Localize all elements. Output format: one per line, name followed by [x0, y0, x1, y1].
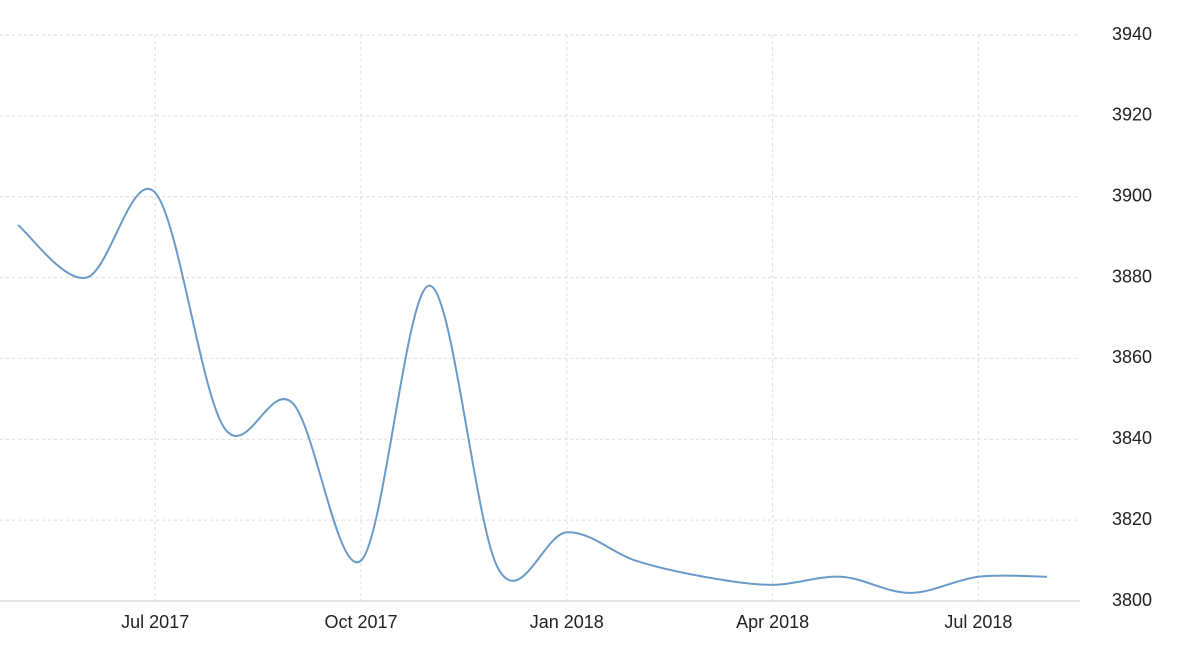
y-tick-label: 3800 — [1112, 590, 1152, 610]
x-tick-label: Jan 2018 — [530, 612, 604, 632]
y-tick-label: 3940 — [1112, 24, 1152, 44]
x-tick-label: Apr 2018 — [736, 612, 809, 632]
x-tick-label: Jul 2017 — [121, 612, 189, 632]
y-tick-label: 3840 — [1112, 428, 1152, 448]
x-tick-label: Jul 2018 — [944, 612, 1012, 632]
data-line — [17, 188, 1048, 594]
y-tick-label: 3860 — [1112, 347, 1152, 367]
y-tick-label: 3920 — [1112, 105, 1152, 125]
x-tick-label: Oct 2017 — [324, 612, 397, 632]
y-tick-label: 3900 — [1112, 185, 1152, 205]
y-tick-label: 3820 — [1112, 509, 1152, 529]
y-tick-label: 3880 — [1112, 266, 1152, 286]
